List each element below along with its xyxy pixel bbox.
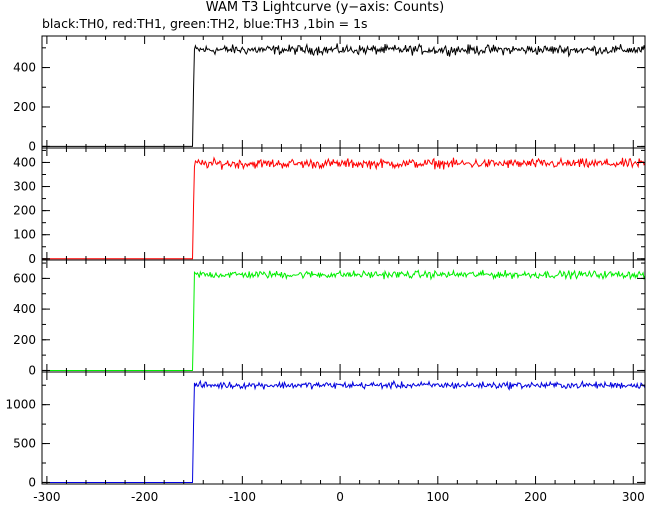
series-line-th3 [42, 379, 646, 483]
x-tick-label: 0 [336, 490, 344, 504]
series-line-th2 [42, 268, 646, 371]
y-tick-label: 200 [13, 204, 36, 218]
y-tick-label: 500 [13, 437, 36, 451]
panel-frame-4 [41, 371, 646, 485]
x-tick-label: -300 [33, 490, 60, 504]
chart-title: WAM T3 Lightcurve (y−axis: Counts) [205, 0, 445, 15]
chart-subtitle: black:TH0, red:TH1, green:TH2, blue:TH3 … [42, 16, 368, 31]
y-tick-label: 400 [13, 155, 36, 169]
x-tick-label: 100 [426, 490, 449, 504]
y-tick-label: 100 [13, 228, 36, 242]
y-tick-label: 1000 [5, 398, 36, 412]
x-tick-label: 300 [622, 490, 645, 504]
y-tick-label: 0 [28, 252, 36, 266]
y-tick-label: 400 [13, 61, 36, 75]
panel-frame-1 [41, 35, 646, 149]
x-tick-label: -200 [131, 490, 158, 504]
x-tick-label: 200 [524, 490, 547, 504]
y-tick-label: 600 [13, 271, 36, 285]
y-tick-label: 0 [28, 139, 36, 153]
series-line-th0 [42, 42, 646, 147]
x-tick-label: -100 [229, 490, 256, 504]
y-tick-label: 0 [28, 363, 36, 377]
series-line-th1 [42, 156, 646, 260]
y-tick-label: 200 [13, 333, 36, 347]
panel-frame-2 [41, 147, 646, 261]
y-tick-label: 300 [13, 180, 36, 194]
y-tick-label: 400 [13, 302, 36, 316]
y-tick-label: 0 [28, 475, 36, 489]
y-tick-label: 200 [13, 100, 36, 114]
